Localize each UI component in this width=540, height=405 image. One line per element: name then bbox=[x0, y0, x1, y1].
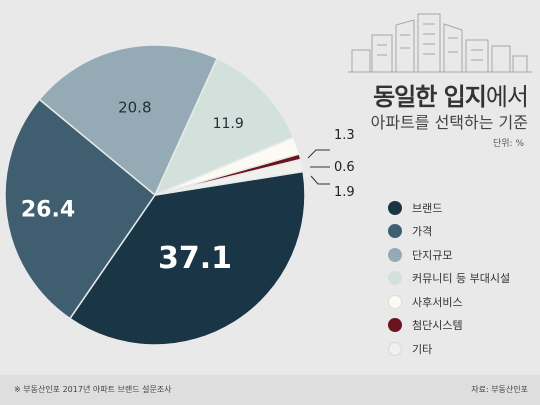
legend-item-community: 커뮤니티 등 부대시설 bbox=[388, 267, 510, 291]
slice-label-brand: 37.1 bbox=[158, 241, 232, 276]
legend: 브랜드 가격 단지규모 커뮤니티 등 부대시설 사후서비스 첨단시스템 기타 bbox=[388, 196, 510, 361]
legend-label: 커뮤니티 등 부대시설 bbox=[412, 272, 511, 286]
slice-label-price: 26.4 bbox=[21, 197, 75, 222]
slice-label-after-service: 1.9 bbox=[334, 185, 355, 200]
legend-label: 사후서비스 bbox=[412, 295, 463, 309]
pie-slice-brand bbox=[68, 170, 306, 346]
slice-label-high-tech: 0.6 bbox=[334, 160, 355, 175]
slice-label-other: 1.3 bbox=[334, 128, 355, 143]
legend-label: 브랜드 bbox=[412, 201, 443, 215]
slice-label-community: 11.9 bbox=[213, 116, 244, 132]
source-note: ※ 부동산인포 2017년 아파트 브랜드 설문조사 bbox=[14, 385, 172, 394]
legend-label: 가격 bbox=[412, 225, 433, 239]
legend-swatch bbox=[388, 224, 402, 239]
legend-item-high-tech: 첨단시스템 bbox=[388, 314, 510, 338]
unit-label: 단위: % bbox=[492, 139, 524, 149]
pie-slice-complex-size bbox=[38, 44, 219, 197]
legend-item-after-service: 사후서비스 bbox=[388, 290, 510, 314]
legend-swatch bbox=[388, 341, 402, 356]
title-rest: 에서 bbox=[485, 83, 529, 111]
legend-label: 첨단시스템 bbox=[412, 319, 463, 333]
chart-title: 동일한 입지에서 아파트를 선택하는 기준 bbox=[370, 82, 529, 134]
title-bold: 동일한 입지 bbox=[373, 83, 487, 111]
callout-line-etc bbox=[307, 149, 330, 159]
legend-label: 기타 bbox=[412, 342, 433, 356]
slice-label-complex-size: 20.8 bbox=[118, 98, 151, 116]
source-credit: 자료: 부동산인포 bbox=[471, 385, 528, 394]
legend-label: 단지규모 bbox=[412, 248, 453, 262]
legend-swatch bbox=[388, 318, 402, 333]
legend-item-price: 가격 bbox=[388, 220, 510, 244]
legend-swatch bbox=[388, 294, 402, 309]
legend-swatch bbox=[388, 271, 402, 286]
legend-swatch bbox=[388, 200, 402, 215]
pie-slice-community bbox=[153, 57, 295, 197]
callout-line-after-service bbox=[310, 175, 330, 185]
city-skyline-icon bbox=[348, 13, 532, 73]
pie-slice-price bbox=[4, 98, 157, 320]
pie-slice-other bbox=[154, 158, 305, 196]
legend-item-complex-size: 단지규모 bbox=[388, 243, 510, 267]
footer: ※ 부동산인포 2017년 아파트 브랜드 설문조사 자료: 부동산인포 bbox=[0, 375, 540, 405]
legend-swatch bbox=[388, 247, 402, 262]
legend-item-brand: 브랜드 bbox=[388, 196, 510, 220]
chart-subtitle: 아파트를 선택하는 기준 bbox=[370, 113, 528, 132]
legend-item-other: 기타 bbox=[388, 337, 510, 361]
